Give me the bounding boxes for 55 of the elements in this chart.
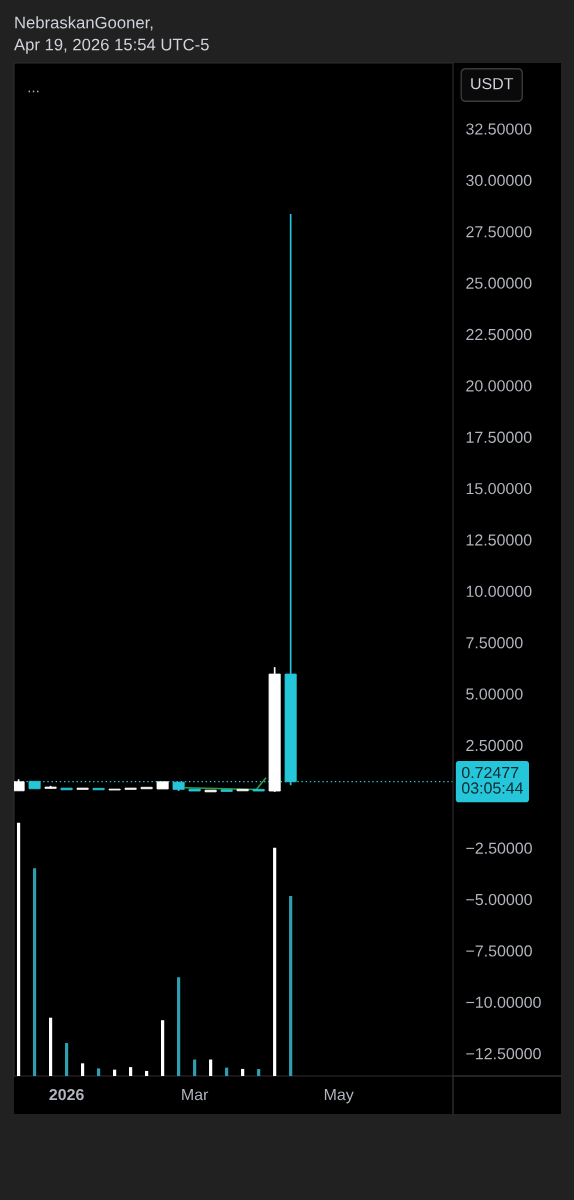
y-tick-label: 12.50000 [466,534,532,546]
bar [113,1069,117,1076]
x-tick-label: Mar [182,1089,209,1101]
bar [177,977,181,1076]
x-tick-label: 2026 [49,1088,84,1101]
y-tick-label: −7.50000 [466,945,532,957]
y-tick-label: 5.00000 [466,688,523,700]
y-tick-label: 30.00000 [466,174,532,187]
y-tick-label: −10.00000 [466,996,541,1008]
bar [241,1068,245,1076]
y-tick-label: 10.00000 [466,585,532,598]
y-tick-label: 17.50000 [466,431,532,443]
y-tick-label: 27.50000 [466,226,532,238]
y-tick-label: 2.50000 [466,739,523,752]
candlestick [76,787,89,790]
candlestick [156,781,169,790]
candlestick [188,788,201,792]
chart-subtitle: Apr 19, 2026 15:54 UTC-5 [14,38,209,54]
y-tick-label: 32.50000 [466,123,532,135]
bar [64,1043,69,1076]
ref-line-label: 0.72477 03:05:44 [461,766,524,794]
y-tick-label: 20.00000 [466,380,532,392]
candlestick [204,789,217,793]
bar [257,1068,261,1076]
x-tick-label: May [324,1089,354,1104]
y-axis-title: USDT [471,77,514,90]
candlestick [220,789,233,792]
bar [129,1067,133,1076]
y-tick-label: −12.50000 [466,1048,541,1060]
candlestick [140,786,153,790]
bar [80,1063,85,1076]
bar [48,1017,53,1076]
chart-title: NebraskanGooner, [15,16,153,31]
y-tick-label: 22.50000 [466,328,532,341]
bar [145,1070,149,1076]
y-tick-label: 25.00000 [466,277,532,289]
candlestick [60,787,73,791]
candlestick [252,788,265,792]
y-tick-label: −2.50000 [466,842,532,854]
bar [32,868,37,1076]
bar [97,1068,101,1076]
candlestick [124,787,137,790]
candlestick [92,787,105,791]
bar [273,847,277,1076]
candlestick [236,788,249,792]
bar [16,822,21,1076]
y-tick-label: −5.00000 [466,893,532,906]
annotation: ... [28,90,39,93]
candlestick [108,788,121,791]
y-tick-label: 7.50000 [466,637,523,649]
bar [289,896,293,1076]
bar [193,1059,197,1076]
bar [161,1020,165,1076]
y-tick-label: 15.00000 [466,482,532,495]
bar [209,1059,213,1076]
